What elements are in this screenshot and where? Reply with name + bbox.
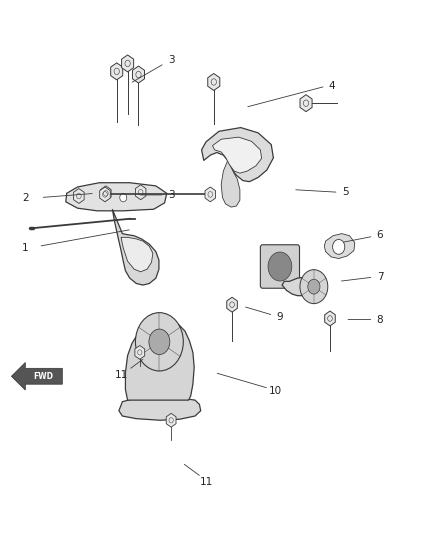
Polygon shape bbox=[111, 63, 123, 80]
Circle shape bbox=[149, 329, 170, 354]
Polygon shape bbox=[201, 127, 273, 182]
Text: 2: 2 bbox=[22, 192, 28, 203]
Polygon shape bbox=[119, 397, 201, 420]
Circle shape bbox=[120, 193, 127, 202]
Polygon shape bbox=[122, 55, 134, 72]
Polygon shape bbox=[125, 319, 194, 400]
Polygon shape bbox=[166, 414, 176, 427]
Polygon shape bbox=[11, 362, 62, 390]
Text: 11: 11 bbox=[199, 477, 212, 487]
Circle shape bbox=[300, 270, 328, 304]
Polygon shape bbox=[101, 186, 111, 201]
Polygon shape bbox=[121, 237, 153, 272]
Text: 5: 5 bbox=[342, 187, 349, 197]
Text: 11: 11 bbox=[114, 370, 128, 380]
Text: 3: 3 bbox=[168, 55, 174, 64]
Text: 4: 4 bbox=[329, 81, 336, 91]
Circle shape bbox=[308, 279, 320, 294]
Polygon shape bbox=[208, 74, 220, 91]
Polygon shape bbox=[282, 277, 320, 296]
Text: 6: 6 bbox=[377, 230, 383, 240]
Text: 3: 3 bbox=[168, 190, 174, 200]
Polygon shape bbox=[212, 137, 261, 173]
Polygon shape bbox=[66, 183, 167, 211]
Polygon shape bbox=[100, 187, 110, 202]
Circle shape bbox=[268, 252, 292, 281]
Polygon shape bbox=[221, 160, 240, 207]
Polygon shape bbox=[324, 233, 355, 259]
Text: FWD: FWD bbox=[34, 372, 53, 381]
Text: 1: 1 bbox=[22, 243, 28, 253]
Text: 10: 10 bbox=[269, 386, 282, 396]
Text: 9: 9 bbox=[277, 312, 283, 322]
Polygon shape bbox=[113, 209, 159, 285]
Polygon shape bbox=[74, 189, 84, 204]
Polygon shape bbox=[325, 311, 335, 326]
Polygon shape bbox=[132, 66, 145, 83]
FancyBboxPatch shape bbox=[260, 245, 300, 288]
Polygon shape bbox=[227, 297, 237, 312]
Circle shape bbox=[135, 313, 184, 371]
Text: 7: 7 bbox=[377, 272, 383, 282]
Polygon shape bbox=[300, 95, 312, 112]
Polygon shape bbox=[135, 185, 146, 200]
Text: 8: 8 bbox=[377, 314, 383, 325]
Polygon shape bbox=[135, 345, 145, 359]
Polygon shape bbox=[205, 187, 215, 202]
Circle shape bbox=[332, 239, 345, 254]
